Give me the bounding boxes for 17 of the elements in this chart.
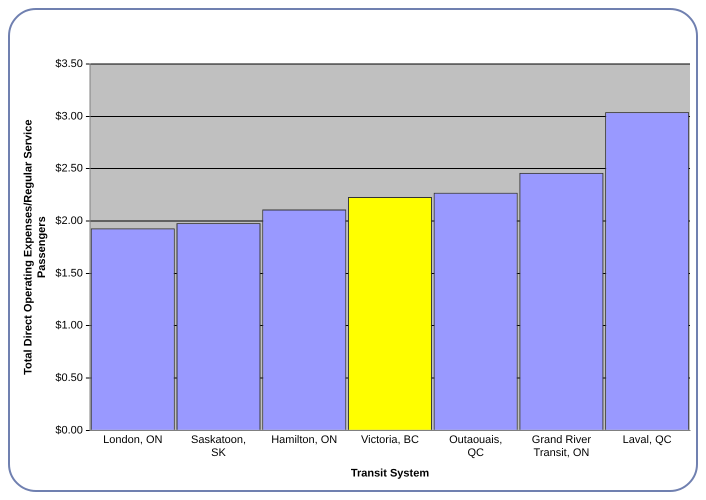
y-tick-label: $1.00 xyxy=(55,320,83,332)
y-tick-label: $0.50 xyxy=(55,372,83,384)
x-tick-label: Victoria, BC xyxy=(361,434,419,446)
x-tick-label: London, ON xyxy=(103,434,162,446)
x-tick-label: Hamilton, ON xyxy=(271,434,338,446)
y-tick-label: $2.00 xyxy=(55,215,83,228)
x-tick-label: Outaouais, QC xyxy=(449,434,502,460)
x-axis-title: Transit System xyxy=(350,467,430,480)
x-tick-label: Grand River Transit, ON xyxy=(532,434,592,460)
y-tick-label: $3.50 xyxy=(55,58,83,70)
y-tick-label: $0.00 xyxy=(55,424,83,436)
y-tick-label: $1.50 xyxy=(55,267,83,280)
x-tick-label: Laval, QC xyxy=(622,434,672,446)
y-tick-label: $2.50 xyxy=(55,162,83,175)
y-axis-title: Total Direct Operating Expenses/Regular Service Passengers xyxy=(22,120,48,375)
y-tick-label: $3.00 xyxy=(55,110,83,122)
x-tick-label: Saskatoon, SK xyxy=(190,434,246,460)
